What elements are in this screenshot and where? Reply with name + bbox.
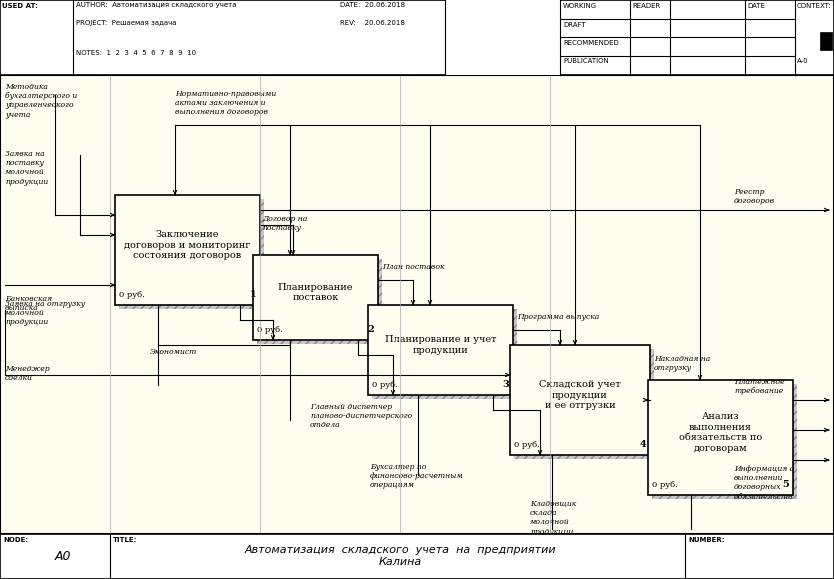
Text: Заявка на
поставку
молочной
продукции: Заявка на поставку молочной продукции <box>5 150 48 186</box>
Text: Платежное
требование: Платежное требование <box>734 378 785 395</box>
Text: USED AT:: USED AT: <box>2 3 38 9</box>
Bar <box>652 384 797 499</box>
Bar <box>372 309 517 399</box>
Bar <box>0 75 834 534</box>
Text: 2: 2 <box>367 325 374 334</box>
Bar <box>0 0 834 75</box>
Bar <box>368 305 513 395</box>
Bar <box>115 195 260 305</box>
Bar <box>648 380 793 495</box>
Text: REV:    20.06.2018: REV: 20.06.2018 <box>340 20 404 26</box>
Text: Кладовщик
склада
молочной
продукции: Кладовщик склада молочной продукции <box>530 500 576 536</box>
Text: TITLE:: TITLE: <box>113 537 138 543</box>
Text: 0 руб.: 0 руб. <box>372 381 398 389</box>
Bar <box>510 345 650 455</box>
Text: DRAFT: DRAFT <box>563 22 585 28</box>
Text: Анализ
выполнения
обязательств по
договорам: Анализ выполнения обязательств по догово… <box>679 412 762 453</box>
Text: Программа выпуска: Программа выпуска <box>517 313 600 321</box>
Bar <box>514 349 654 459</box>
Text: Методика
бухгалтерского и
управленческого
учета: Методика бухгалтерского и управленческог… <box>5 83 78 119</box>
Text: NOTES:  1  2  3  4  5  6  7  8  9  10: NOTES: 1 2 3 4 5 6 7 8 9 10 <box>76 50 196 56</box>
Text: 0 руб.: 0 руб. <box>119 291 145 299</box>
Text: NUMBER:: NUMBER: <box>688 537 725 543</box>
Bar <box>253 255 378 340</box>
Text: Автоматизация  складского  учета  на  предприятии
Калина: Автоматизация складского учета на предпр… <box>244 545 555 567</box>
Text: Планирование и учет
продукции: Планирование и учет продукции <box>384 335 496 355</box>
Text: CONTEXT:: CONTEXT: <box>797 3 831 9</box>
Text: 3: 3 <box>502 380 509 389</box>
Text: A0: A0 <box>55 549 72 563</box>
Text: DATE:  20.06.2018: DATE: 20.06.2018 <box>340 2 405 8</box>
Bar <box>445 0 560 75</box>
Text: Заявка на отгрузку
молочной
продукции: Заявка на отгрузку молочной продукции <box>5 300 85 327</box>
Text: Складской учет
продукции
и ее отгрузки: Складской учет продукции и ее отгрузки <box>539 380 620 410</box>
Text: NODE:: NODE: <box>3 537 28 543</box>
Bar <box>820 32 832 50</box>
Text: 0 руб.: 0 руб. <box>514 441 540 449</box>
Text: План поставок: План поставок <box>382 263 445 271</box>
Text: PROJECT:  Решаемая задача: PROJECT: Решаемая задача <box>76 20 177 26</box>
Text: 0 руб.: 0 руб. <box>652 481 678 489</box>
Text: READER: READER <box>632 3 661 9</box>
Text: Экономист: Экономист <box>150 348 198 356</box>
Text: Договор на
поставку: Договор на поставку <box>262 215 307 232</box>
Text: Нормативно-правовыми
актами заключения и
выполнения договоров: Нормативно-правовыми актами заключения и… <box>175 90 276 116</box>
Text: AUTHOR:  Автоматизация складского учета: AUTHOR: Автоматизация складского учета <box>76 2 237 8</box>
Text: Планирование
поставок: Планирование поставок <box>278 283 354 302</box>
Text: Информация о
выполнении
договорных
обязательств: Информация о выполнении договорных обяза… <box>734 465 794 501</box>
Text: Банковская
выписка: Банковская выписка <box>5 295 52 312</box>
Bar <box>257 259 382 344</box>
Bar <box>0 534 834 579</box>
Bar <box>119 199 264 309</box>
Text: Главный диспетчер
планово-диспетчерского
отдела: Главный диспетчер планово-диспетчерского… <box>310 403 412 430</box>
Text: 1: 1 <box>249 290 256 299</box>
Text: 0 руб.: 0 руб. <box>257 326 283 334</box>
Text: Заключение
договоров и мониторинг
состояния договоров: Заключение договоров и мониторинг состоя… <box>124 230 251 260</box>
Text: 5: 5 <box>782 480 789 489</box>
Text: WORKING: WORKING <box>563 3 597 9</box>
Text: RECOMMENDED: RECOMMENDED <box>563 40 619 46</box>
Text: DATE: DATE <box>747 3 765 9</box>
Text: A-0: A-0 <box>797 58 809 64</box>
Text: PUBLICATION: PUBLICATION <box>563 58 609 64</box>
Text: Накладная на
отгрузку: Накладная на отгрузку <box>654 355 711 372</box>
Text: 4: 4 <box>639 440 646 449</box>
Text: Реестр
договоров: Реестр договоров <box>734 188 775 205</box>
Text: Бухcалтер по
финансово-расчетным
операциям: Бухcалтер по финансово-расчетным операци… <box>370 463 464 489</box>
Text: Менеджер
сделки: Менеджер сделки <box>5 365 50 382</box>
